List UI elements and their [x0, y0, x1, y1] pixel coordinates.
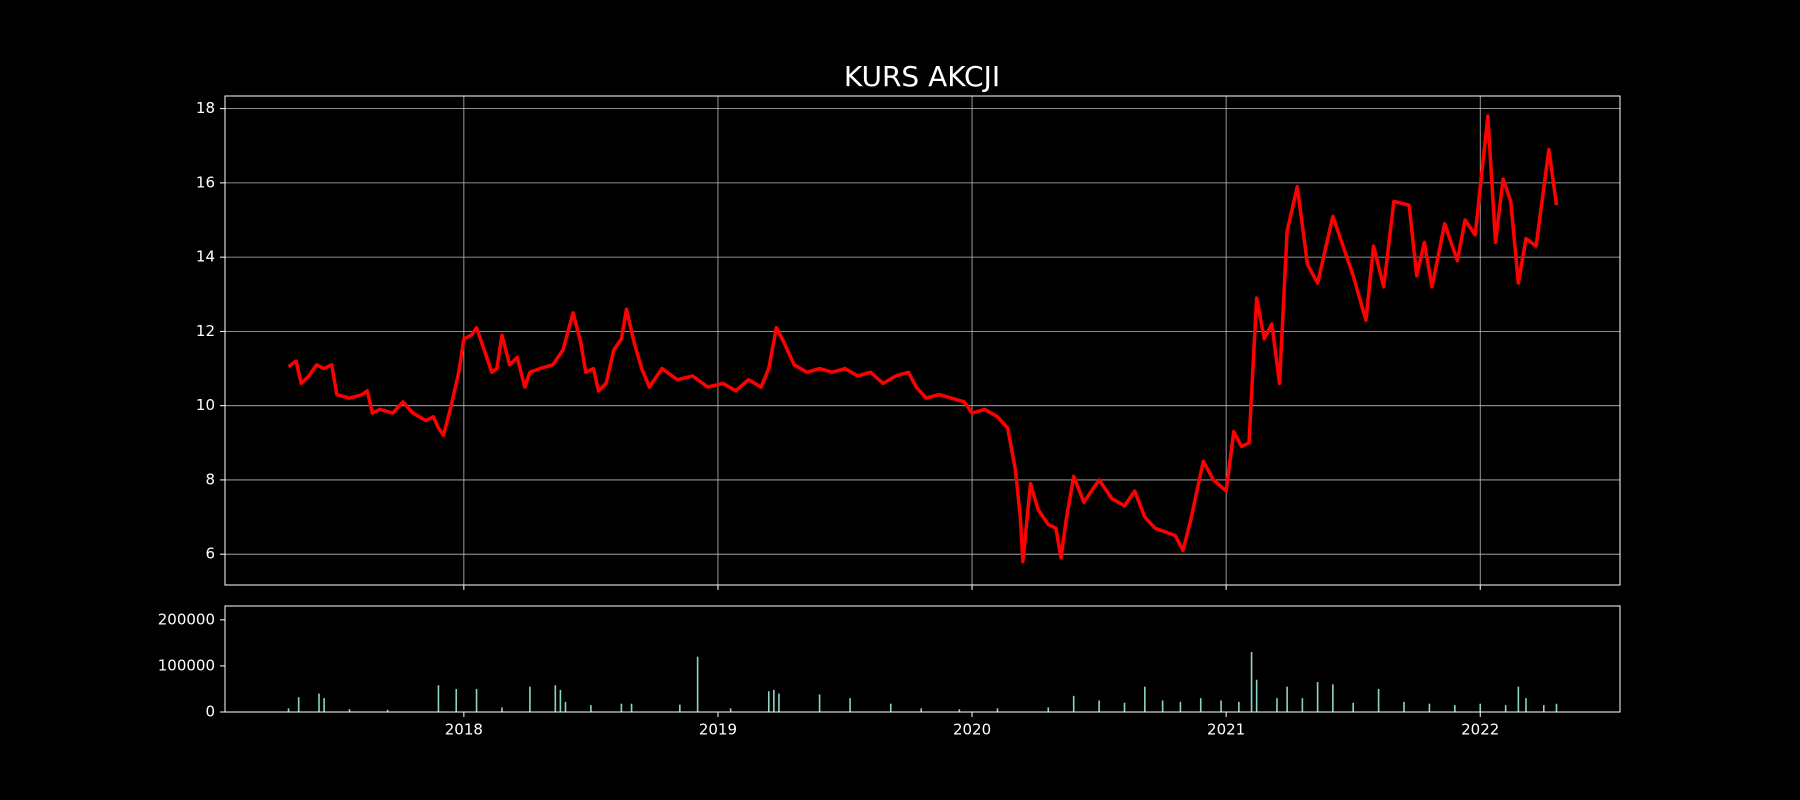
y-tick-label: 16: [196, 173, 215, 191]
volume-bar: [475, 688, 478, 712]
volume-bar: [501, 707, 503, 712]
volume-bar: [767, 691, 770, 712]
volume-bar: [564, 701, 567, 712]
volume-bar: [1220, 700, 1222, 712]
volume-bar: [1555, 703, 1558, 712]
volume-bar: [773, 689, 775, 712]
y-tick-label: 100000: [158, 656, 215, 674]
volume-bar: [630, 703, 633, 712]
volume-bar: [1428, 703, 1431, 712]
volume-bar: [1250, 652, 1253, 712]
volume-bar: [287, 708, 290, 712]
volume-bar: [297, 697, 300, 712]
volume-bar: [920, 708, 923, 712]
y-tick-label: 8: [205, 470, 215, 488]
volume-bar: [679, 704, 681, 712]
volume-bar: [1479, 703, 1482, 712]
volume-bar: [818, 694, 821, 712]
x-tick-label: 2020: [953, 721, 991, 739]
volume-bar: [1123, 702, 1126, 712]
volume-bar: [1144, 686, 1146, 712]
price-line: [287, 114, 1559, 564]
volume-bar: [1332, 684, 1334, 712]
volume-bar: [1403, 701, 1405, 712]
volume-bar: [1542, 705, 1545, 712]
volume-bar: [1098, 700, 1100, 712]
volume-bar: [1238, 701, 1240, 712]
volume-bar: [1179, 701, 1182, 712]
volume-bar: [386, 709, 389, 712]
volume-bar: [1377, 688, 1380, 712]
volume-bar: [958, 709, 961, 712]
volume-bar: [1276, 698, 1278, 712]
volume-bar: [1352, 702, 1354, 712]
volume-bar: [996, 708, 999, 712]
volume-bar: [1504, 705, 1507, 712]
volume-bar: [348, 709, 351, 712]
x-tick-label: 2019: [699, 721, 737, 739]
y-tick-label: 14: [196, 248, 215, 266]
volume-bar: [590, 705, 592, 712]
volume-bar: [1517, 686, 1520, 712]
x-tick-label: 2018: [445, 721, 483, 739]
volume-bar: [1454, 705, 1456, 712]
volume-bar: [318, 693, 320, 712]
volume-bar: [1525, 698, 1527, 712]
volume-bar: [1301, 698, 1304, 712]
volume-bar: [559, 689, 562, 712]
y-tick-label: 18: [196, 99, 215, 117]
y-tick-label: 12: [196, 322, 215, 340]
volume-bar: [455, 688, 458, 712]
x-tick-label: 2022: [1461, 721, 1499, 739]
volume-bar: [1047, 707, 1050, 712]
volume-bar: [1286, 686, 1288, 712]
plot-frame: [224, 605, 1621, 713]
volume-bar: [889, 703, 892, 712]
y-tick-label: 0: [205, 703, 215, 721]
volume-bar: [1199, 698, 1202, 712]
volume-bar: [323, 698, 325, 712]
y-tick-label: 200000: [158, 610, 215, 628]
chart-title: KURS AKCJI: [844, 60, 1000, 93]
volume-bar: [1161, 700, 1164, 712]
volume-bar: [529, 686, 531, 712]
plot-frame: [224, 95, 1621, 586]
volume-bar: [696, 656, 699, 712]
x-tick-label: 2021: [1207, 721, 1245, 739]
volume-bar: [849, 698, 851, 712]
volume-bar: [778, 693, 780, 712]
volume-bar: [729, 708, 732, 712]
volume-bar: [1316, 682, 1319, 712]
volume-bar: [1255, 679, 1258, 712]
volume-bar: [1072, 695, 1075, 712]
y-tick-label: 6: [205, 545, 215, 563]
volume-bar: [620, 703, 623, 712]
volume-bar: [437, 685, 440, 712]
y-tick-label: 10: [196, 396, 215, 414]
volume-bar: [554, 685, 557, 712]
